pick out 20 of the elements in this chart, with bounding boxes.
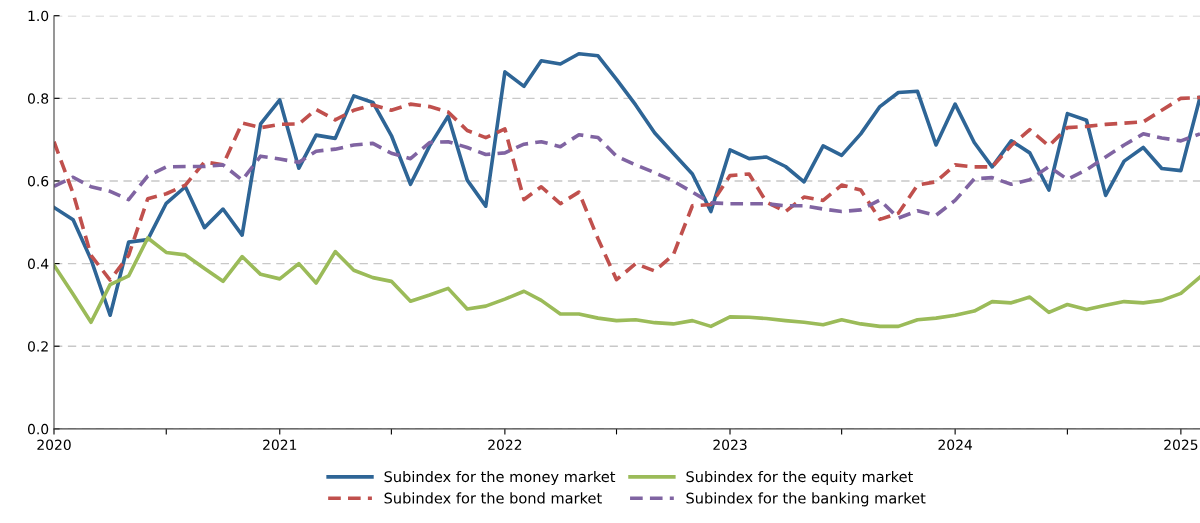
legend-label: Subindex for the bond market <box>384 492 602 504</box>
x-tick-label: 2023 <box>713 439 747 451</box>
x-tick-label: 2022 <box>488 439 522 451</box>
line-series <box>54 132 1200 220</box>
x-tick-label: 2020 <box>37 439 71 451</box>
line-series <box>54 51 1200 318</box>
x-tick-label: 2025 <box>1164 439 1198 451</box>
y-tick-label: 1.0 <box>28 10 49 22</box>
y-tick-label: 0.8 <box>27 93 49 104</box>
x-tick-label: 2024 <box>938 439 973 451</box>
line-series <box>54 95 1200 282</box>
legend-label: Subindex for the money market <box>384 470 616 486</box>
line-series <box>54 236 1200 329</box>
y-tick-label: 0.4 <box>27 258 49 270</box>
y-tick-label: 0.0 <box>27 423 49 435</box>
legend-label: Subindex for the banking market <box>686 492 926 507</box>
y-tick-label: 0.2 <box>27 341 48 352</box>
y-tick-label: 0.6 <box>27 175 49 187</box>
x-tick-label: 2021 <box>263 439 297 451</box>
legend-label: Subindex for the equity market <box>686 470 913 486</box>
